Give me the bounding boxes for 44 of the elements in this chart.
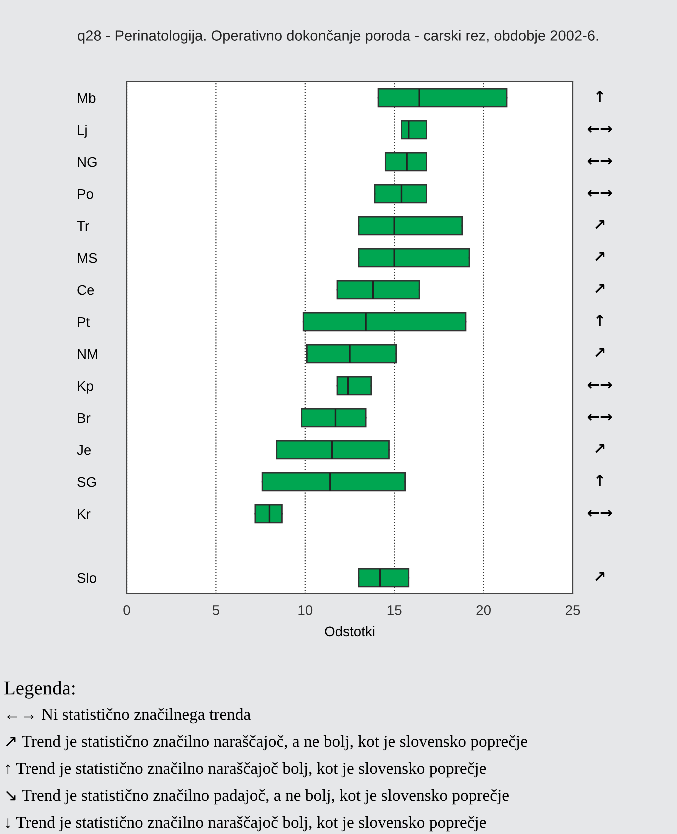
text: ←→ Ni statistično značilnega trenda	[7, 708, 251, 724]
x-tick-label: 0	[124, 605, 130, 616]
y-tick-label: Tr	[77, 221, 90, 232]
y2-tick-label: ←→	[588, 126, 612, 133]
y-tick-label: Pt	[78, 317, 90, 328]
y-tick-label: Ce	[78, 285, 94, 296]
y-tick-label: Kp	[78, 381, 94, 394]
y2-tick-label: ↑	[596, 315, 604, 326]
y2-tick-label: ←→	[588, 158, 612, 165]
y-tick-label: Mb	[78, 92, 96, 104]
y-tick-label: Br	[78, 413, 91, 424]
y-tick-label: NG	[78, 157, 97, 168]
y2-tick-label: ↑	[596, 91, 604, 102]
y2-tick-label: ←→	[588, 382, 612, 389]
y2-tick-label: ←→	[588, 190, 612, 197]
y2-tick-label: ↗	[596, 284, 605, 294]
y-tick-label: MS	[78, 253, 98, 264]
x-tick-label: 5	[212, 606, 220, 616]
y-tick-label: Po	[78, 189, 94, 200]
x-tick-label: 25	[566, 605, 580, 616]
y2-tick-label: ↑	[596, 475, 604, 486]
y-tick-label: Kr	[78, 509, 91, 520]
text: ↑ Trend je statistično značilno naraščajoč bolj, kot je slovensko poprečje	[6, 762, 486, 778]
x-tick-label: 20	[476, 605, 491, 616]
y2-tick-label: ↗	[596, 572, 605, 582]
y2-tick-label: ↗	[596, 444, 605, 454]
y-tick-label: Je	[77, 445, 92, 456]
y2-tick-label: ←→	[588, 414, 612, 421]
text: ↗ Trend je statistično značilno naraščajoč, a ne bolj, kot je slovensko poprečje	[6, 735, 528, 751]
y2-tick-label: ↗	[596, 220, 605, 230]
y-tick-label: NM	[78, 349, 98, 360]
y-tick-label: Lj	[78, 124, 87, 138]
y2-tick-label: ↗	[596, 252, 605, 262]
y2-tick-label: ←→	[588, 510, 612, 517]
text: ↓ Trend je statistično značilno naraščajoč bolj, kot je slovensko poprečje	[6, 816, 486, 832]
x-axis-title: Odstotki	[325, 626, 375, 637]
x-tick-label: 10	[298, 605, 313, 616]
text: ↘ Trend je statistično značilno padajoč, a ne bolj, kot je slovensko poprečje	[6, 789, 509, 805]
y-tick-label: SG	[78, 477, 96, 488]
text: Legenda:	[4, 681, 75, 699]
y-tick-label: Slo	[78, 572, 96, 584]
x-tick-label: 15	[388, 606, 402, 616]
chart-title: q28 - Perinatologija. Operativno dokončanje poroda - carski rez, obdobje 2002-6.	[78, 30, 598, 44]
y2-tick-label: ↗	[596, 348, 605, 358]
